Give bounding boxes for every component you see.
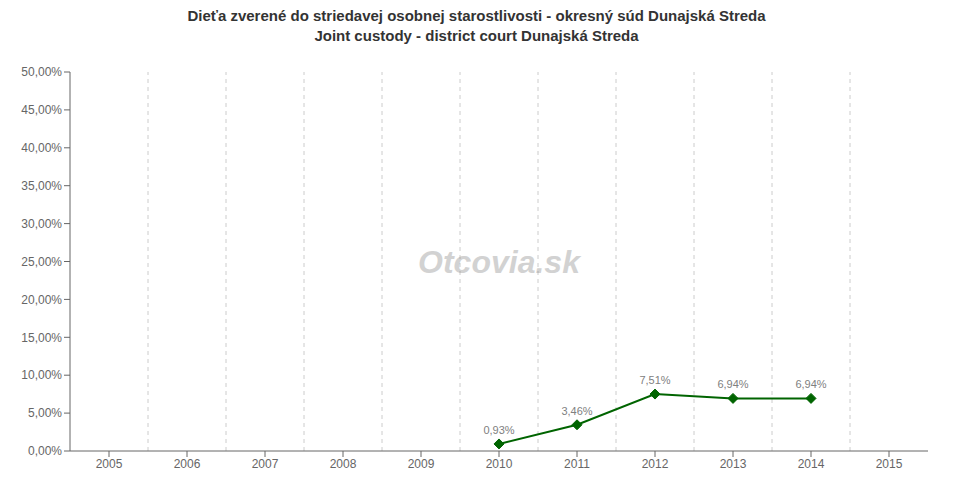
svg-text:2013: 2013 — [720, 457, 747, 471]
svg-text:25,00%: 25,00% — [21, 255, 62, 269]
svg-text:2014: 2014 — [798, 457, 825, 471]
svg-text:0,93%: 0,93% — [483, 424, 514, 436]
svg-text:6,94%: 6,94% — [717, 378, 748, 390]
svg-text:0,00%: 0,00% — [28, 444, 62, 458]
svg-text:40,00%: 40,00% — [21, 141, 62, 155]
svg-text:3,46%: 3,46% — [561, 405, 592, 417]
svg-text:10,00%: 10,00% — [21, 368, 62, 382]
svg-text:45,00%: 45,00% — [21, 103, 62, 117]
svg-text:2008: 2008 — [330, 457, 357, 471]
svg-text:Otcovia.sk: Otcovia.sk — [418, 244, 582, 280]
svg-text:2015: 2015 — [876, 457, 903, 471]
html-text:Dieťa zverené do striedavej os: Dieťa zverené do striedavej osobnej star… — [187, 7, 766, 24]
svg-text:20,00%: 20,00% — [21, 293, 62, 307]
svg-text:2009: 2009 — [408, 457, 435, 471]
svg-text:35,00%: 35,00% — [21, 179, 62, 193]
svg-text:30,00%: 30,00% — [21, 217, 62, 231]
svg-text:2006: 2006 — [174, 457, 201, 471]
svg-text:2010: 2010 — [486, 457, 513, 471]
html-text:Joint custody - district court: Joint custody - district court Dunajská … — [314, 27, 639, 44]
svg-text:2011: 2011 — [564, 457, 590, 471]
svg-text:2005: 2005 — [96, 457, 123, 471]
svg-text:50,00%: 50,00% — [21, 65, 62, 79]
svg-text:7,51%: 7,51% — [639, 374, 670, 386]
svg-text:15,00%: 15,00% — [21, 331, 62, 345]
svg-text:2007: 2007 — [252, 457, 279, 471]
svg-text:5,00%: 5,00% — [28, 406, 62, 420]
svg-text:2012: 2012 — [642, 457, 669, 471]
svg-text:6,94%: 6,94% — [795, 378, 826, 390]
